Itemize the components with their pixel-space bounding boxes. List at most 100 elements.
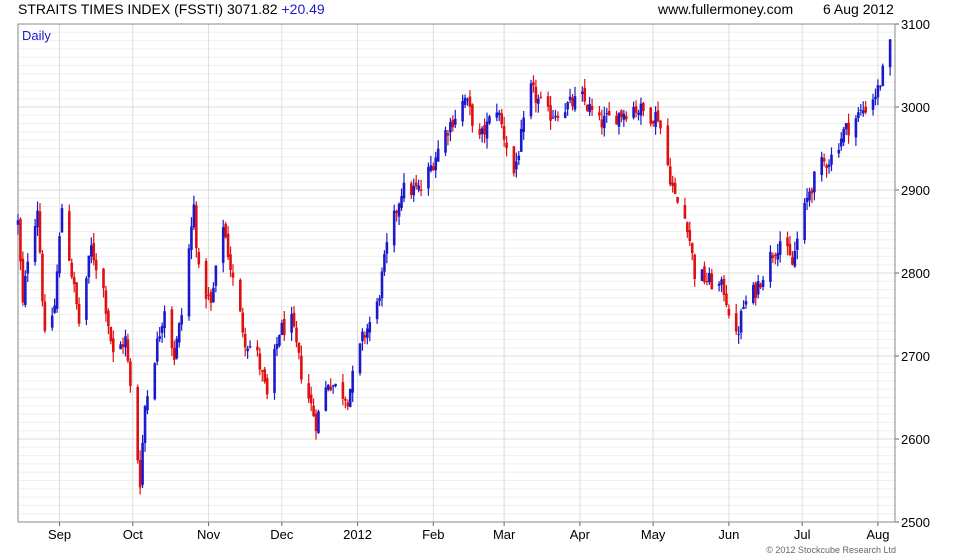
price-bar-up: [566, 102, 569, 110]
price-bar-up: [412, 186, 416, 196]
price-bar-up: [700, 269, 704, 281]
price-bar-up: [358, 343, 362, 374]
price-bar-down: [229, 254, 232, 271]
y-tick-label: 2500: [901, 515, 930, 530]
price-bar-down: [791, 257, 794, 265]
price-bar-up: [654, 112, 657, 128]
price-bar-down: [239, 279, 242, 312]
price-bar-up: [368, 322, 372, 333]
price-bar-up: [497, 112, 501, 115]
price-bar-down: [209, 292, 213, 304]
price-bar-up: [85, 278, 88, 320]
price-bar-up: [622, 113, 626, 120]
price-bar-down: [598, 112, 601, 116]
price-bar-up: [275, 343, 279, 350]
price-bar-up: [153, 363, 157, 400]
price-bar-down: [620, 110, 623, 118]
price-bar-down: [109, 326, 113, 342]
price-bar-up: [351, 370, 354, 393]
price-bar-down: [583, 87, 587, 102]
price-bar-down: [471, 104, 474, 126]
price-bar-up: [436, 148, 440, 162]
price-bar-up: [632, 106, 635, 118]
price-bar-up: [605, 113, 609, 115]
x-tick-label: Dec: [270, 527, 294, 542]
price-bar-up: [463, 97, 467, 105]
price-bar-up: [637, 112, 640, 115]
price-bar-down: [195, 205, 198, 249]
price-bar-down: [226, 233, 230, 258]
price-bar-down: [810, 189, 814, 194]
price-bar-up: [163, 311, 166, 329]
price-bar-up: [141, 442, 144, 485]
price-bar-down: [344, 398, 347, 401]
price-bar-up: [60, 208, 64, 233]
price-bar-up: [180, 315, 183, 325]
price-bar-down: [38, 211, 42, 253]
price-bar-up: [844, 123, 848, 130]
price-bar-down: [70, 262, 74, 277]
price-bar-up: [160, 326, 164, 334]
price-bar-up: [50, 315, 54, 328]
price-bar-down: [686, 222, 689, 233]
price-bar-down: [77, 304, 81, 324]
price-bar-down: [309, 394, 313, 404]
price-bar-up: [742, 307, 745, 310]
price-bar-up: [334, 383, 337, 387]
price-bar-up: [879, 86, 882, 88]
price-bar-up: [246, 348, 249, 352]
price-bar-up: [87, 255, 91, 278]
y-tick-label: 3100: [901, 17, 930, 32]
price-bar-down: [94, 259, 98, 271]
price-bar-down: [138, 459, 142, 488]
price-bar-up: [839, 138, 843, 147]
price-bar-up: [36, 210, 39, 228]
price-bar-up: [280, 322, 284, 336]
price-bar-down: [690, 243, 694, 254]
price-bar-down: [468, 96, 472, 108]
price-bar-up: [485, 121, 489, 139]
price-bar-down: [676, 196, 679, 203]
price-bar-up: [449, 122, 452, 133]
price-bar-up: [842, 128, 845, 143]
price-bar-up: [400, 196, 403, 208]
price-bar-up: [529, 83, 533, 117]
price-bar-up: [617, 113, 621, 127]
price-bar-up: [417, 185, 420, 190]
x-tick-label: Sep: [48, 527, 71, 542]
price-bar-down: [451, 119, 455, 128]
price-bar-up: [876, 85, 880, 98]
price-bar-up: [53, 305, 56, 313]
price-bar-down: [478, 128, 482, 135]
price-bar-up: [495, 112, 499, 118]
price-bar-down: [502, 126, 506, 140]
price-bar-down: [615, 115, 618, 125]
price-bar-up: [517, 155, 521, 161]
price-bar-up: [874, 96, 877, 100]
price-bar-up: [708, 273, 711, 283]
price-bar-up: [778, 241, 782, 255]
price-bar-down: [295, 327, 298, 343]
price-bar-up: [190, 226, 193, 250]
price-bar-up: [453, 118, 457, 125]
price-bar-down: [673, 182, 677, 194]
price-bar-up: [588, 104, 591, 113]
price-bar-down: [363, 335, 367, 338]
copyright-notice: © 2012 Stockcube Research Ltd: [766, 545, 896, 555]
price-bar-down: [532, 82, 535, 86]
price-bar-down: [659, 120, 662, 129]
price-bar-down: [43, 301, 47, 331]
price-bar-down: [204, 261, 208, 299]
price-bar-up: [324, 387, 328, 411]
price-bar-down: [419, 189, 423, 192]
price-bar-down: [136, 387, 140, 461]
price-bar-up: [444, 130, 447, 153]
price-bar-up: [429, 165, 433, 171]
price-bar-down: [107, 310, 110, 327]
price-bar-down: [864, 106, 867, 113]
y-tick-label: 2800: [901, 266, 930, 281]
price-bar-up: [813, 171, 816, 193]
price-bar-down: [111, 338, 115, 353]
plot-frame: [17, 23, 896, 523]
